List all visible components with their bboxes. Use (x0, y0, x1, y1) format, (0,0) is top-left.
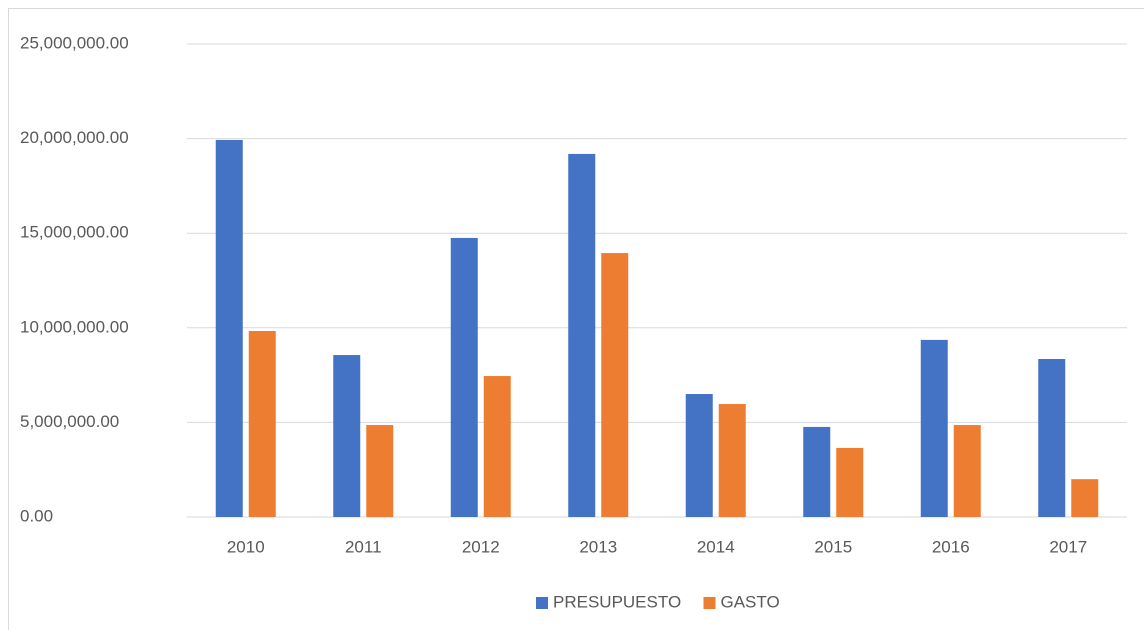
bar (718, 404, 746, 517)
legend-swatch (536, 597, 548, 609)
bar (333, 355, 361, 517)
x-tick-label: 2015 (814, 537, 852, 556)
bar (953, 425, 981, 517)
bar (601, 253, 629, 518)
bar (248, 331, 276, 517)
y-tick-label: 0.00 (20, 506, 53, 525)
legend-label: PRESUPUESTO (553, 592, 681, 611)
legend-swatch (703, 597, 716, 609)
x-tick-label: 2011 (345, 537, 382, 556)
y-tick-label: 15,000,000.00 (20, 223, 129, 242)
bar (1071, 479, 1099, 517)
bar (685, 394, 713, 517)
legend-label: GASTO (721, 592, 780, 611)
bar (483, 376, 511, 517)
x-tick-label: 2010 (227, 537, 265, 556)
bar (1038, 359, 1066, 517)
x-tick-label: 2014 (697, 537, 735, 556)
x-tick-label: 2017 (1049, 537, 1087, 556)
x-tick-label: 2013 (579, 537, 617, 556)
bar (568, 153, 596, 517)
y-tick-label: 20,000,000.00 (20, 128, 129, 147)
x-tick-label: 2012 (462, 537, 500, 556)
y-tick-label: 25,000,000.00 (20, 33, 129, 52)
bar (836, 447, 864, 517)
y-tick-label: 5,000,000.00 (20, 412, 119, 431)
bar (920, 339, 948, 517)
x-tick-label: 2016 (932, 537, 970, 556)
bar (450, 237, 478, 517)
bar (215, 139, 243, 518)
bar (803, 426, 831, 517)
y-tick-label: 10,000,000.00 (20, 317, 129, 336)
bar (366, 425, 394, 517)
